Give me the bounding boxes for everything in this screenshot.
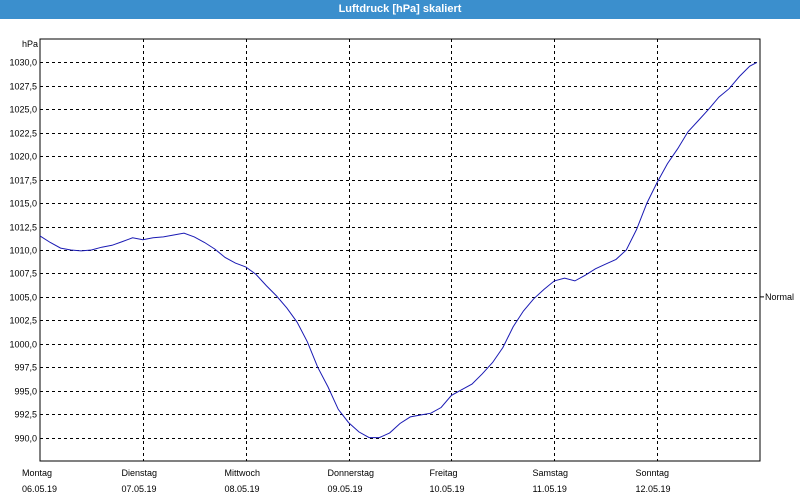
y-tick-labels: 1030,0 1027,5 1025,0 1022,5 1020,0 1017,5 1015…: [9, 58, 37, 444]
x-tick-date-label: 08.05.19: [225, 484, 260, 494]
x-tick-date-label: 07.05.19: [122, 484, 157, 494]
y-tick-label: 1005,0: [9, 293, 37, 303]
y-tick-label: 1000,0: [9, 340, 37, 350]
x-tick-day-label: Mittwoch: [225, 468, 261, 478]
y-tick-label: 1012,5: [9, 223, 37, 233]
annotations: Normal: [760, 292, 794, 302]
x-tick-date-label: 09.05.19: [328, 484, 363, 494]
x-tick-day-label: Montag: [22, 468, 52, 478]
y-tick-label: 1025,0: [9, 105, 37, 115]
y-tick-label: 1020,0: [9, 152, 37, 162]
x-tick-date-label: 10.05.19: [430, 484, 465, 494]
pressure-series-line: [39, 61, 758, 439]
y-tick-label: 1002,5: [9, 316, 37, 326]
window-title: Luftdruck [hPa] skaliert: [0, 0, 800, 19]
y-tick-label: 1007,5: [9, 269, 37, 279]
x-tick-date-label: 06.05.19: [22, 484, 57, 494]
x-tick-day-label: Freitag: [430, 468, 458, 478]
x-tick-labels: Montag 06.05.19 Dienstag 07.05.19 Mittwoch 08…: [22, 468, 671, 494]
x-tick-day-label: Sonntag: [636, 468, 670, 478]
y-tick-label: 990,0: [14, 434, 37, 444]
x-tick-day-label: Dienstag: [122, 468, 158, 478]
x-tick-day-label: Samstag: [533, 468, 569, 478]
y-tick-label: 1022,5: [9, 129, 37, 139]
y-tick-label: 997,5: [14, 363, 37, 373]
y-tick-label: 992,5: [14, 410, 37, 420]
plot-frame: [39, 38, 761, 462]
x-tick-date-label: 11.05.19: [533, 484, 567, 494]
y-tick-label: 1030,0: [9, 58, 37, 68]
y-tick-label: 1027,5: [9, 82, 37, 92]
x-tick-day-label: Donnerstag: [328, 468, 375, 478]
normal-annotation-label: Normal: [765, 292, 794, 302]
y-tick-label: 1010,0: [9, 246, 37, 256]
grid-lines: [40, 39, 760, 461]
x-tick-date-label: 12.05.19: [636, 484, 671, 494]
pressure-chart: hPa 1030,0 1027,5 1025,0 1022,5 1020,0 1017,5…: [9, 38, 794, 494]
y-tick-label: 1015,0: [9, 199, 37, 209]
y-tick-label: 995,0: [14, 387, 37, 397]
y-axis-unit: hPa: [22, 39, 38, 49]
y-tick-label: 1017,5: [9, 176, 37, 186]
